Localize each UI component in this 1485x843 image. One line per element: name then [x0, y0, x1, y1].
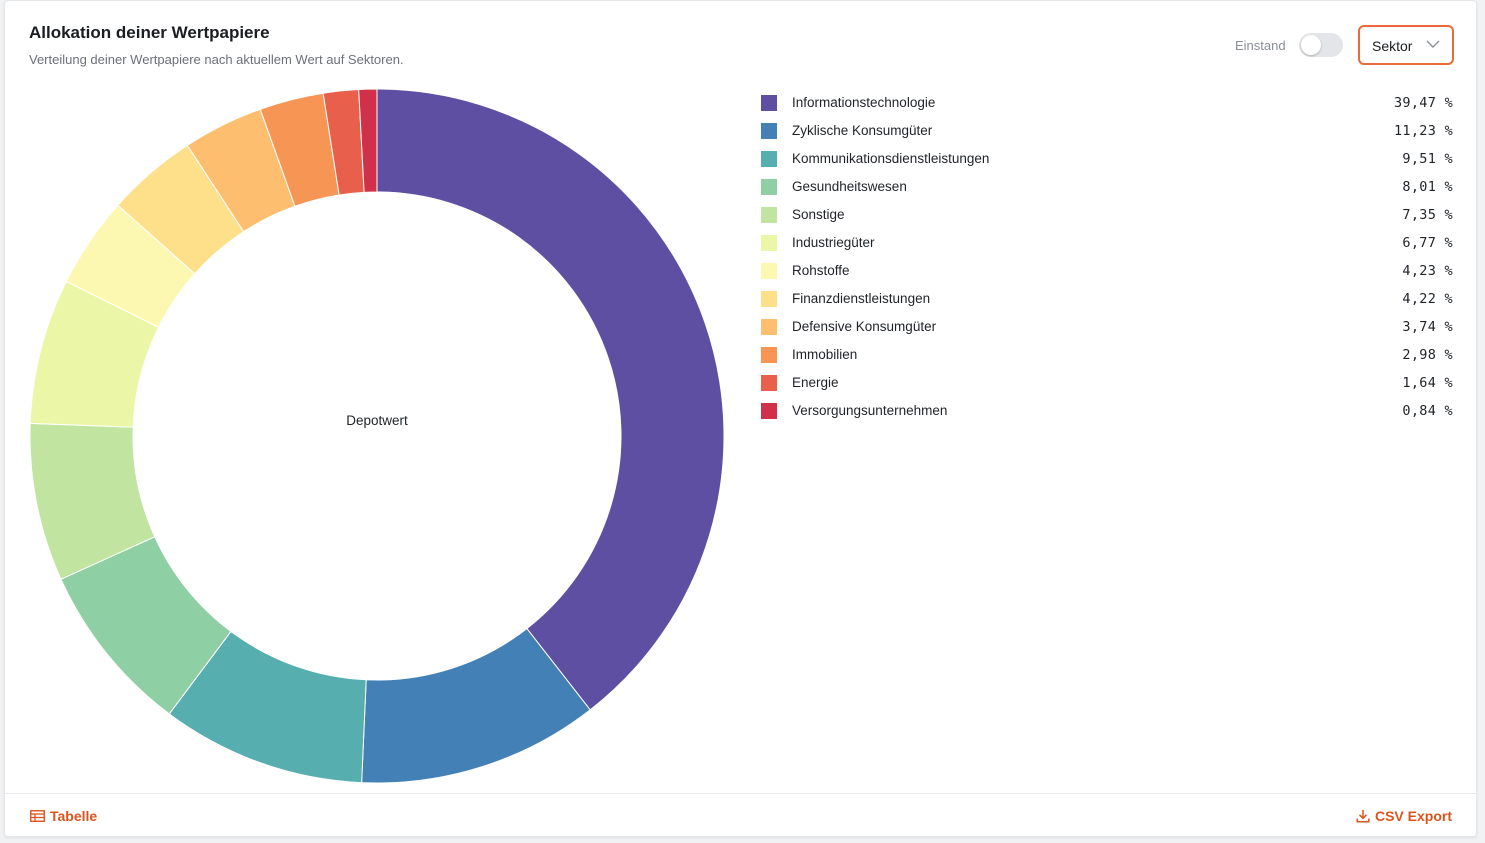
legend-value: 2,98 %	[1402, 347, 1453, 363]
chevron-down-icon	[1426, 40, 1440, 48]
legend-value: 11,23 %	[1394, 123, 1453, 139]
legend-swatch	[761, 403, 777, 419]
legend-label: Kommunikationsdienstleistungen	[792, 151, 990, 166]
legend-label: Defensive Konsumgüter	[792, 319, 937, 334]
legend-label: Finanzdienstleistungen	[792, 291, 931, 306]
legend-label: Immobilien	[792, 347, 858, 362]
legend-swatch	[761, 235, 777, 251]
legend-label: Rohstoffe	[792, 263, 850, 278]
legend-swatch	[761, 95, 777, 111]
legend-label: Sonstige	[792, 207, 845, 222]
legend-item[interactable]: Versorgungsunternehmen 0,84 %	[761, 399, 1453, 427]
legend-item[interactable]: Kommunikationsdienstleistungen 9,51 %	[761, 147, 1453, 175]
legend-swatch	[761, 319, 777, 335]
csv-export-button[interactable]: CSV Export	[1356, 808, 1452, 824]
donut-center-label: Depotwert	[346, 413, 408, 428]
grouping-select[interactable]: Sektor	[1358, 25, 1454, 65]
legend-swatch	[761, 291, 777, 307]
donut-slice-1[interactable]	[376, 88, 725, 711]
legend-value: 0,84 %	[1402, 403, 1453, 419]
einstand-toggle-label: Einstand	[1235, 38, 1286, 53]
table-view-button[interactable]: Tabelle	[30, 808, 97, 824]
csv-export-label: CSV Export	[1374, 808, 1452, 824]
download-icon	[1356, 810, 1370, 823]
legend-value: 1,64 %	[1402, 375, 1453, 391]
legend-label: Industriegüter	[792, 235, 875, 250]
legend-value: 4,22 %	[1402, 291, 1453, 307]
legend-label: Gesundheitswesen	[792, 179, 907, 194]
legend-item[interactable]: Finanzdienstleistungen 4,22 %	[761, 287, 1453, 315]
chart-legend: Informationstechnologie 39,47 % Zyklische …	[761, 91, 1453, 427]
donut-slice-12[interactable]	[358, 88, 378, 193]
grouping-select-value: Sektor	[1372, 38, 1413, 54]
table-icon	[30, 810, 45, 822]
toggle-knob	[1301, 35, 1321, 55]
legend-swatch	[761, 207, 777, 223]
legend-swatch	[761, 375, 777, 391]
allocation-card: Allokation deiner Wertpapiere Verteilung…	[4, 0, 1477, 837]
legend-item[interactable]: Sonstige 7,35 %	[761, 203, 1453, 231]
legend-label: Versorgungsunternehmen	[792, 403, 948, 418]
legend-item[interactable]: Informationstechnologie 39,47 %	[761, 91, 1453, 119]
legend-value: 6,77 %	[1402, 235, 1453, 251]
legend-item[interactable]: Defensive Konsumgüter 3,74 %	[761, 315, 1453, 343]
legend-value: 8,01 %	[1402, 179, 1453, 195]
card-subtitle: Verteilung deiner Wertpapiere nach aktue…	[29, 52, 404, 67]
table-view-label: Tabelle	[50, 808, 98, 824]
legend-swatch	[761, 179, 777, 195]
legend-label: Zyklische Konsumgüter	[792, 123, 933, 138]
legend-value: 39,47 %	[1394, 95, 1453, 111]
legend-item[interactable]: Energie 1,64 %	[761, 371, 1453, 399]
legend-value: 9,51 %	[1402, 151, 1453, 167]
legend-value: 4,23 %	[1402, 263, 1453, 279]
legend-item[interactable]: Zyklische Konsumgüter 11,23 %	[761, 119, 1453, 147]
legend-label: Informationstechnologie	[792, 95, 936, 110]
legend-value: 3,74 %	[1402, 319, 1453, 335]
legend-label: Energie	[792, 375, 839, 390]
legend-item[interactable]: Industriegüter 6,77 %	[761, 231, 1453, 259]
legend-swatch	[761, 263, 777, 279]
donut-slices	[29, 88, 725, 784]
legend-swatch	[761, 151, 777, 167]
legend-item[interactable]: Immobilien 2,98 %	[761, 343, 1453, 371]
legend-item[interactable]: Rohstoffe 4,23 %	[761, 259, 1453, 287]
legend-swatch	[761, 347, 777, 363]
card-footer: Tabelle CSV Export	[5, 793, 1476, 838]
donut-chart: Depotwert	[29, 88, 725, 784]
einstand-toggle[interactable]	[1299, 33, 1343, 57]
legend-value: 7,35 %	[1402, 207, 1453, 223]
legend-item[interactable]: Gesundheitswesen 8,01 %	[761, 175, 1453, 203]
legend-swatch	[761, 123, 777, 139]
card-title: Allokation deiner Wertpapiere	[29, 23, 270, 42]
